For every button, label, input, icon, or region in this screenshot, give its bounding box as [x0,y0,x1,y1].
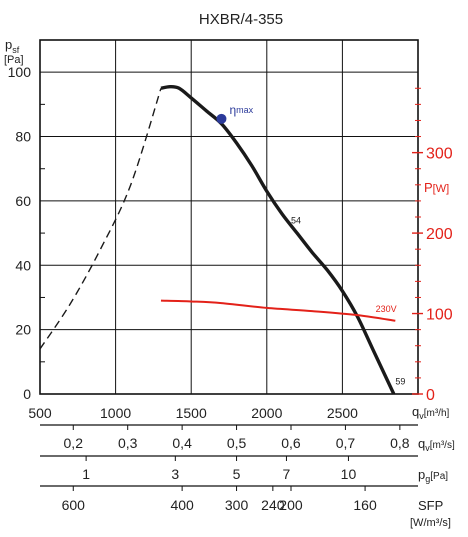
x-axis-label: qv[m³/h] [412,404,450,421]
annotations: ηmax 54 230V 59 [229,103,405,387]
x-tick-label: 500 [28,405,52,421]
grid [39,40,419,395]
series-line-power [160,299,396,322]
scale-label: pg[Pa] [418,467,448,484]
secondary-scales: 0,2 0,3 0,4 0,5 0,6 0,7 0,8 qv[m³/s] 1 3 5 7 10 pg[Pa… [40,424,455,529]
scale-tick-label: 1 [82,466,90,482]
scale-label: qv[m³/s] [418,436,455,453]
scale-tick-label: 7 [283,466,291,482]
scale-tick-label: 5 [233,466,241,482]
y-tick-label: 0 [23,386,31,402]
x-tick-label: 2500 [327,405,358,421]
annotation-label: 230V [376,304,397,314]
y-axis-label: psf [5,37,20,55]
x-tick-label: 2000 [251,405,282,421]
y2-tick-label: 200 [426,226,453,243]
y2-tick-label: 100 [426,307,453,324]
scale-tick-label: 0,3 [118,435,138,451]
scale-label: SFP [418,498,443,513]
plot-frame [39,39,419,395]
scale-tick-label: 0,8 [390,435,410,451]
scale-tick-label: 0,2 [64,435,84,451]
eta-max-label: ηmax [229,103,253,117]
y-tick-label: 80 [15,129,31,145]
scale-unit: [W/m³/s] [410,517,451,529]
scale-tick-label: 160 [353,497,377,513]
y2-tick-label: 300 [426,146,453,163]
scale-tick-label: 10 [341,466,357,482]
x-tick-label: 1000 [100,405,131,421]
y-tick-label: 60 [15,193,31,209]
y2-tick-label: 0 [426,387,435,404]
scale-tick-label: 3 [171,466,179,482]
y-tick-label: 40 [15,257,31,273]
scale-tick-label: 0,4 [172,435,192,451]
scale-tick-label: 400 [170,497,194,513]
series-group [39,84,396,395]
y-tick-label: 20 [15,322,31,338]
scale-tick-label: 0,6 [281,435,301,451]
x-tick-label: 1500 [176,405,207,421]
annotation-label: 54 [291,215,301,225]
y-axis: 0 20 40 60 80 100 [8,64,45,402]
y-tick-label: 100 [8,64,32,80]
series-line-pressure [160,84,396,395]
y2-axis-label: P[W] [424,180,449,195]
annotation-label: 59 [395,376,405,386]
scale-tick-label: 240 [261,497,285,513]
y2-axis: 0 100 200 300 [412,87,453,404]
series-line-pressure-unstable [39,88,162,350]
scale-tick-label: 600 [62,497,86,513]
scale-tick-label: 300 [225,497,249,513]
scale-tick-label: 200 [279,497,303,513]
eta-max-marker [216,113,227,124]
y-axis-unit: [Pa] [4,54,24,66]
chart-title: HXBR/4-355 [199,11,283,28]
scale-tick-label: 0,7 [336,435,356,451]
x-axis: 500 1000 1500 2000 2500 [28,405,358,421]
scale-tick-label: 0,5 [227,435,247,451]
